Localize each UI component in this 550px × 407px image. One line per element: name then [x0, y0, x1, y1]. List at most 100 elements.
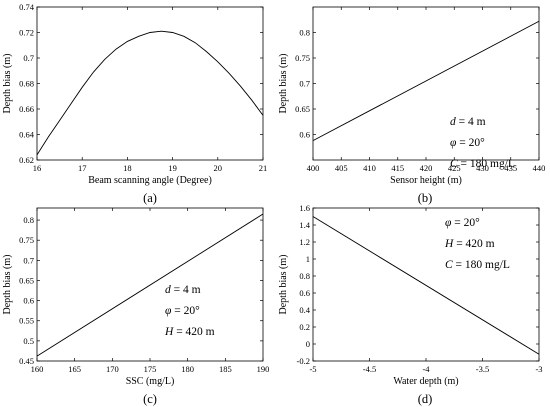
y-tick-label: 0.68	[19, 79, 34, 89]
y-axis-label: Depth bias (m)	[278, 255, 289, 315]
x-tick-label: 185	[219, 364, 232, 374]
annotation-text: d = 4 m	[450, 116, 486, 128]
y-axis-label: Depth bias (m)	[278, 54, 289, 114]
x-tick-label: 19	[168, 163, 177, 173]
annotation-text: C = 180 mg/L	[450, 158, 515, 170]
x-tick-label: -3.5	[476, 364, 489, 374]
y-tick-label: 0.5	[23, 336, 34, 346]
annotation-text: φ = 20°	[165, 305, 200, 317]
annotation-variable: φ	[450, 137, 457, 149]
x-tick-label: 20	[214, 163, 223, 173]
x-tick-label: 400	[307, 163, 320, 173]
annotation-value: = 4 m	[171, 284, 201, 296]
x-tick-label: 430	[476, 163, 489, 173]
y-tick-label: 0.75	[19, 235, 34, 245]
annotation-value: = 20°	[451, 217, 480, 229]
x-tick-label: 180	[181, 364, 194, 374]
y-tick-label: -0.2	[297, 356, 310, 366]
plot-frame	[36, 207, 264, 362]
y-tick-label: 0.2	[299, 322, 310, 332]
y-tick-label: 0.74	[19, 2, 35, 12]
annotation-text: φ = 20°	[445, 217, 480, 229]
annotation-text: H = 420 m	[444, 238, 495, 250]
y-tick-label: 0.8	[299, 28, 310, 38]
panel-label: (b)	[418, 191, 433, 205]
panel-b: 400 405 410 415 420 425 430 435 440 0.6 0.65 0.7 0.7…	[278, 6, 546, 205]
x-tick-label: 21	[259, 163, 268, 173]
y-tick-label: 1.6	[299, 203, 310, 213]
y-axis-label: Depth bias (m)	[2, 255, 13, 315]
annotation-variable: d	[165, 284, 171, 296]
series-line	[36, 30, 264, 156]
x-tick-label: 440	[533, 163, 546, 173]
y-tick-label: 0.7	[23, 53, 34, 63]
y-tick-label: 1.4	[299, 220, 310, 230]
x-tick-label: 410	[363, 163, 376, 173]
x-tick-label: -4.5	[363, 364, 376, 374]
plot-frame	[312, 207, 540, 362]
annotation-variable: C	[445, 259, 453, 271]
x-tick-label: 405	[335, 163, 348, 173]
y-tick-label: 0.75	[295, 53, 310, 63]
x-tick-label: -5	[309, 364, 316, 374]
annotation-variable: φ	[165, 305, 172, 317]
x-tick-label: 170	[106, 364, 119, 374]
x-tick-label: 17	[78, 163, 87, 173]
x-tick-label: 425	[448, 163, 461, 173]
annotation-text: φ = 20°	[450, 137, 485, 149]
y-tick-label: 0.6	[299, 288, 310, 298]
panel-d: -5 -4.5 -4 -3.5 -3 -0.2 0 0.2 0.4 0.6 0.8 1 1.2 1.4 1.…	[278, 203, 543, 406]
y-tick-label: 0.45	[19, 356, 34, 366]
y-tick-label: 0.7	[299, 79, 310, 89]
x-tick-label: 165	[68, 364, 81, 374]
y-tick-label: 0	[306, 339, 310, 349]
annotation-variable: C	[450, 158, 458, 170]
annotation-variable: d	[450, 116, 456, 128]
y-axis-label: Depth bias (m)	[2, 54, 13, 114]
y-tick-label: 0.72	[19, 28, 34, 38]
y-tick-label: 0.65	[19, 275, 34, 285]
annotation-value: = 180 mg/L	[453, 259, 510, 271]
x-tick-label: 160	[31, 364, 44, 374]
x-tick-label: 190	[257, 364, 270, 374]
y-tick-label: 1	[306, 254, 310, 264]
annotation-value: = 420 m	[453, 238, 494, 250]
annotation-value: = 4 m	[456, 116, 486, 128]
x-tick-label: 18	[123, 163, 132, 173]
x-axis-label: Beam scanning angle (Degree)	[88, 175, 212, 186]
x-axis-label: Sensor height (m)	[390, 175, 462, 186]
annotation-text: H = 420 m	[164, 326, 215, 338]
plot-frame	[312, 6, 540, 161]
annotation-variable: φ	[445, 217, 452, 229]
y-tick-label: 0.4	[299, 305, 310, 315]
x-tick-label: -3	[535, 364, 542, 374]
y-tick-label: 0.6	[23, 296, 34, 306]
y-tick-label: 0.55	[19, 316, 34, 326]
panel-a: 16 17 18 19 20 21 0.62 0.64 0.66 0.68 0.7 0.72 0.74 B…	[2, 2, 267, 205]
series-line	[312, 20, 540, 142]
annotation-variable: H	[164, 326, 174, 338]
annotation-variable: H	[444, 238, 454, 250]
x-tick-label: 175	[144, 364, 157, 374]
y-tick-label: 0.8	[299, 271, 310, 281]
x-axis-label: SSC (mg/L)	[126, 376, 175, 387]
y-tick-label: 0.8	[23, 215, 34, 225]
annotation-text: C = 180 mg/L	[445, 259, 510, 271]
annotation-value: = 20°	[171, 305, 200, 317]
y-tick-label: 1.2	[299, 237, 310, 247]
y-tick-label: 0.64	[19, 130, 35, 140]
panel-label: (a)	[143, 191, 157, 205]
x-axis-label: Water depth (m)	[393, 376, 458, 387]
x-tick-label: -4	[422, 364, 430, 374]
annotation-value: = 420 m	[173, 326, 214, 338]
panel-label: (d)	[418, 392, 433, 406]
x-tick-label: 435	[504, 163, 517, 173]
plot-frame	[36, 6, 264, 161]
annotation-value: = 180 mg/L	[458, 158, 515, 170]
y-tick-label: 0.66	[19, 104, 34, 114]
annotation-text: d = 4 m	[165, 284, 201, 296]
x-tick-label: 420	[420, 163, 433, 173]
x-tick-label: 16	[33, 163, 42, 173]
x-tick-label: 415	[391, 163, 404, 173]
